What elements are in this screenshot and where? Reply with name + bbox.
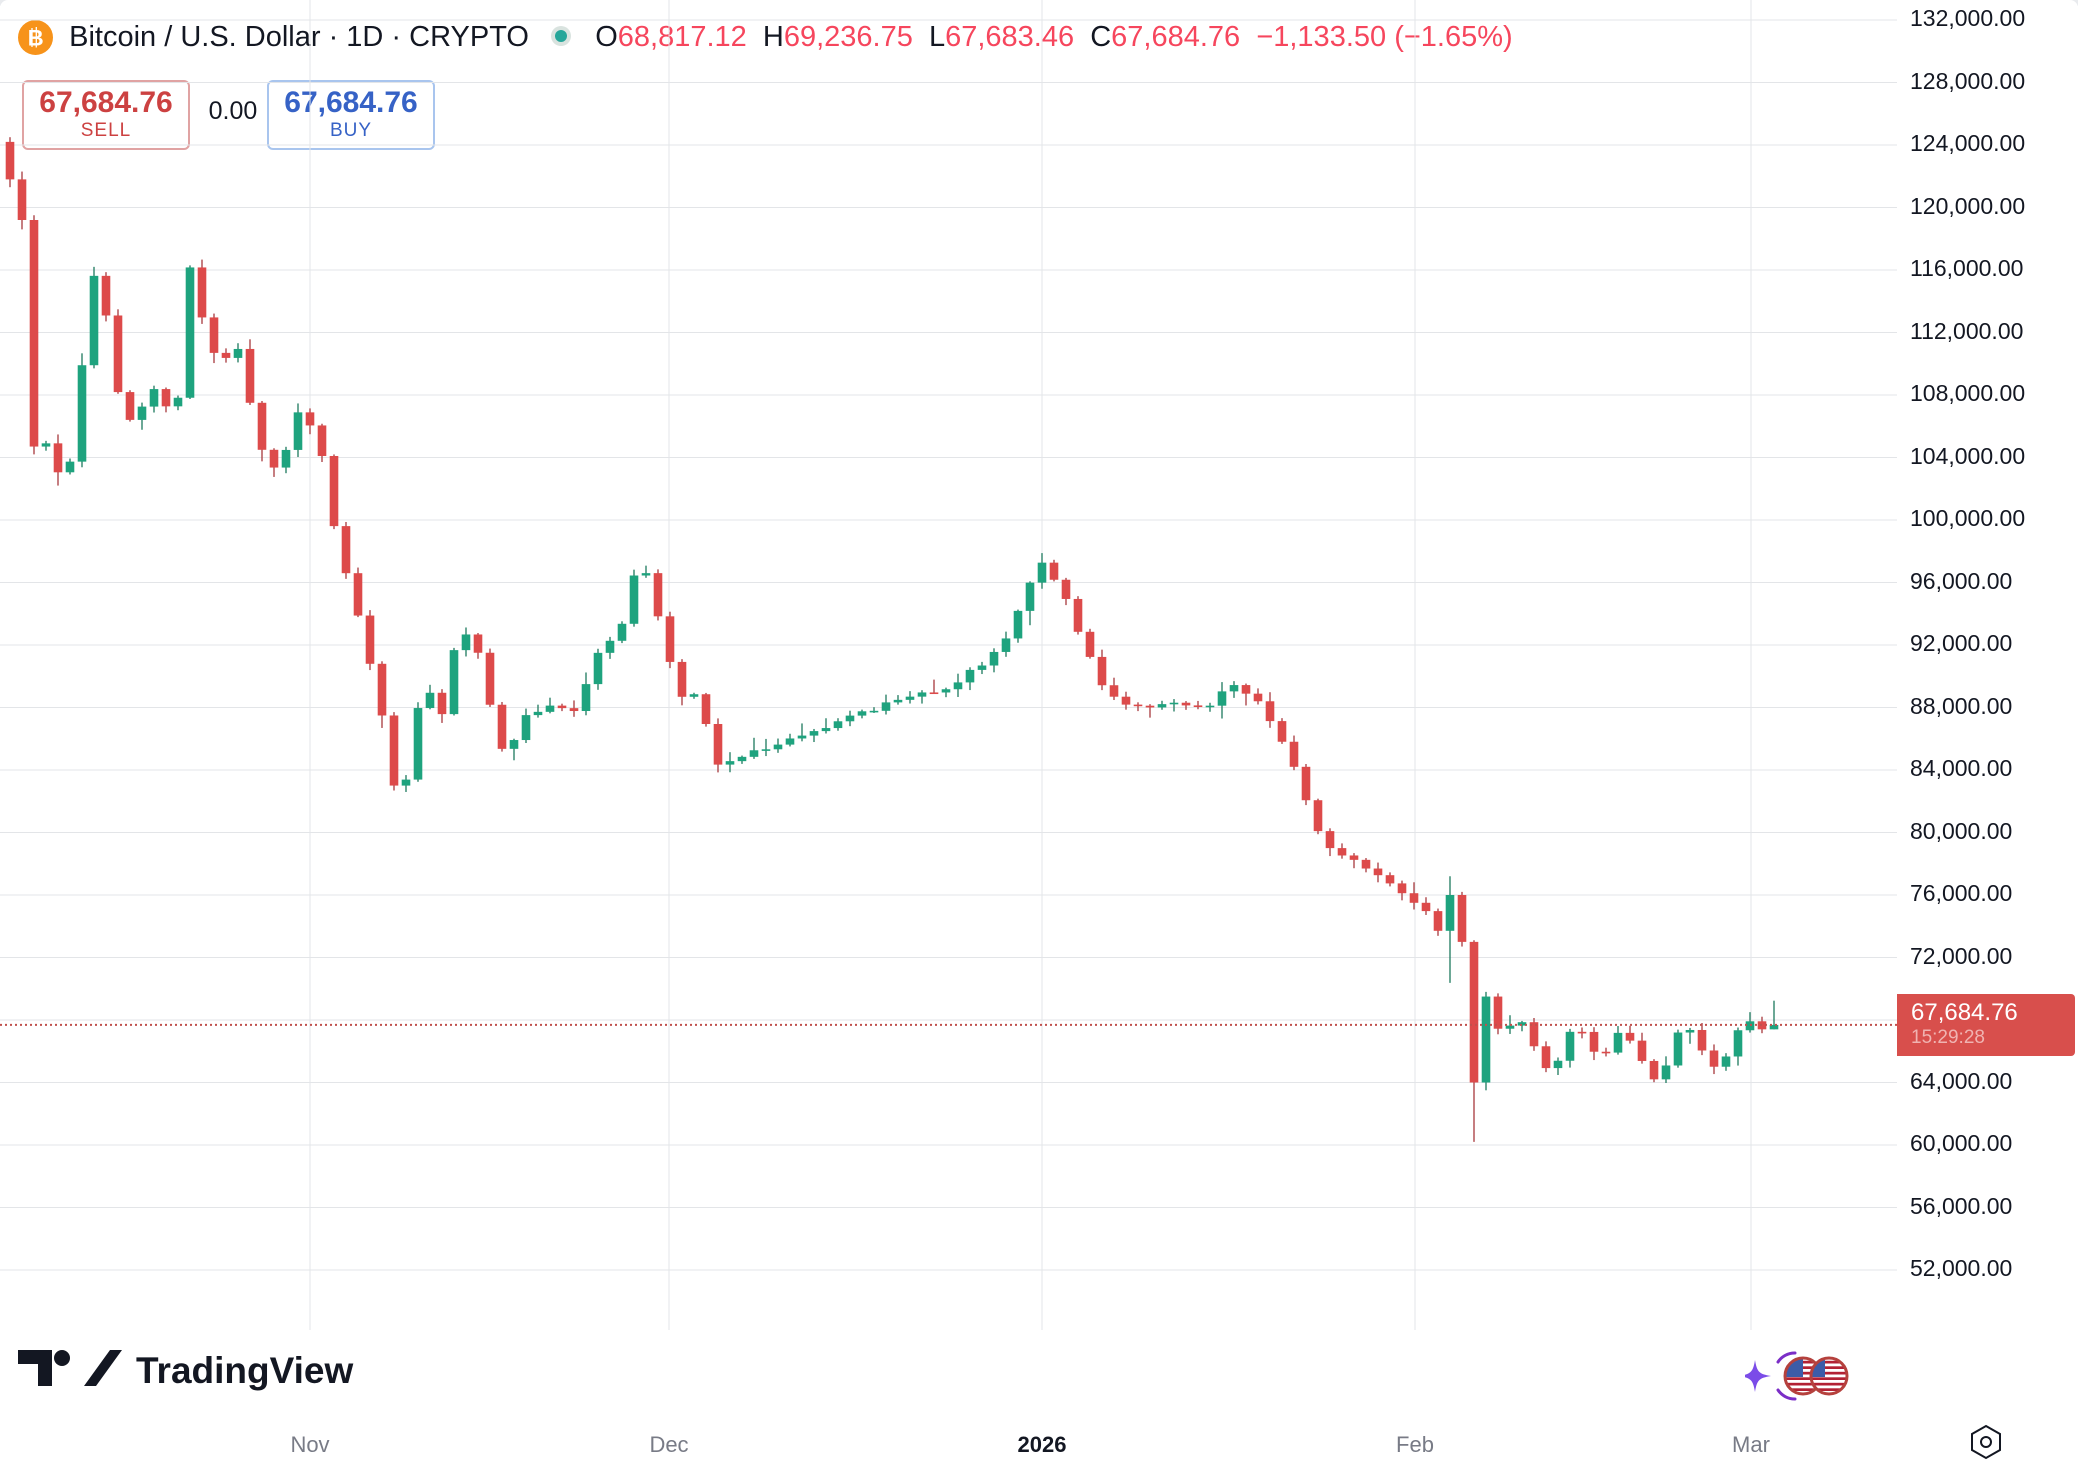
svg-text:TradingView: TradingView: [136, 1350, 353, 1391]
